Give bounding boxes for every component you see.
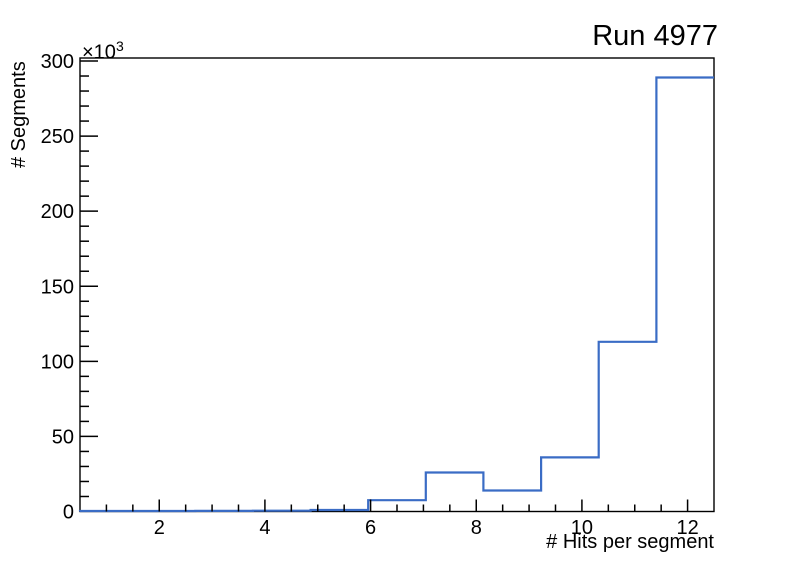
y-tick-label: 300 bbox=[41, 51, 74, 73]
y-tick-label: 0 bbox=[63, 502, 74, 524]
y-tick-label: 250 bbox=[41, 126, 74, 148]
x-tick-label: 6 bbox=[365, 517, 376, 539]
plot-title: Run 4977 bbox=[592, 20, 718, 52]
y-axis-exponent: ×103 bbox=[82, 38, 124, 64]
plot-frame bbox=[79, 57, 715, 513]
x-tick-label: 2 bbox=[154, 517, 165, 539]
histogram-line bbox=[78, 76, 714, 513]
y-tick-label: 200 bbox=[41, 201, 74, 223]
x-axis-title: # Hits per segment bbox=[546, 531, 714, 553]
y-axis-title: # Segments bbox=[8, 61, 30, 168]
x-tick-label: 10 bbox=[571, 517, 593, 539]
x-tick-label: 12 bbox=[676, 517, 698, 539]
x-tick-label: 8 bbox=[471, 517, 482, 539]
y-tick-label: 100 bbox=[41, 351, 74, 373]
y-tick-label: 150 bbox=[41, 276, 74, 298]
x-tick-label: 4 bbox=[259, 517, 270, 539]
y-tick-label: 50 bbox=[52, 426, 74, 448]
